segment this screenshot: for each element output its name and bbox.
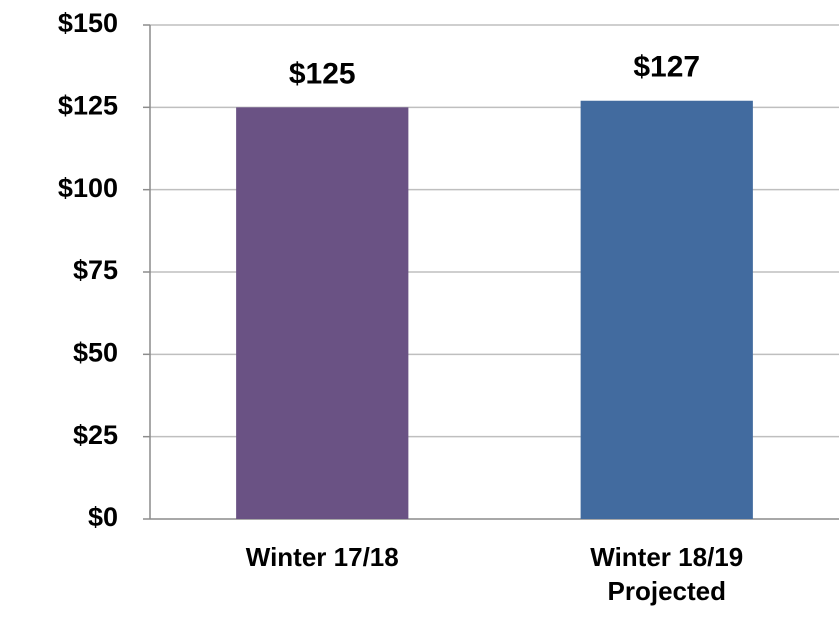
y-tick-label: $150 — [58, 8, 118, 38]
bar — [236, 107, 409, 519]
x-tick-label: Winter 18/19 Projected — [590, 542, 744, 606]
y-tick-label: $50 — [73, 337, 118, 367]
data-label: $127 — [633, 51, 700, 84]
data-label: $125 — [289, 57, 356, 90]
y-tick-label: $75 — [73, 255, 118, 285]
y-tick-label: $100 — [58, 173, 118, 203]
y-tick-label: $0 — [88, 502, 118, 532]
bar — [580, 100, 753, 519]
x-tick-label: Winter 17/18 — [245, 542, 399, 572]
y-tick-label: $25 — [73, 420, 118, 450]
y-tick-label: $125 — [58, 90, 118, 120]
